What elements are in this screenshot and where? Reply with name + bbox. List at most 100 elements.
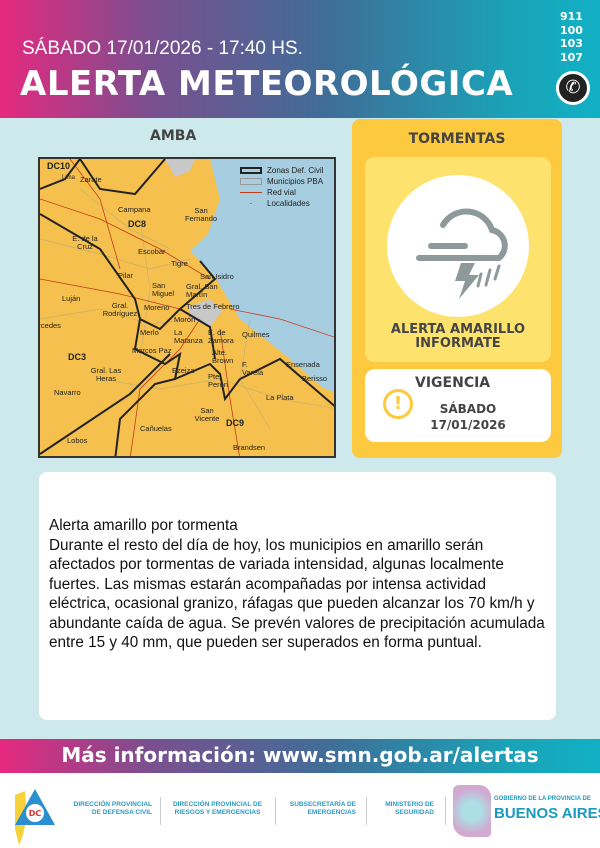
org-line: EMERGENCIAS [307, 809, 356, 816]
divider [160, 797, 161, 825]
place-label: Tres de Febrero [186, 302, 240, 311]
amba-map: Zonas Def. Civil Municipios PBA Red vial… [38, 157, 336, 458]
place-label: Gral. Las Heras [90, 366, 122, 383]
map-shapes [40, 159, 334, 456]
description-body: Durante el resto del día de hoy, los mun… [49, 536, 545, 652]
place-label: La Matanza [174, 328, 203, 345]
alert-description: Alerta amarillo por tormenta Durante el r… [39, 472, 556, 720]
place-label: Brandsen [233, 443, 266, 452]
validity-date: SÁBADO 17/01/2026 [413, 401, 523, 433]
zone-label: DC9 [226, 418, 245, 428]
place-label: Cañuelas [140, 424, 172, 433]
alert-info-label: INFORMATE [415, 336, 501, 351]
phone-number: 100 [560, 23, 583, 37]
map-title: AMBA [150, 128, 197, 144]
description-text: Alerta amarillo por tormenta Durante el r… [49, 516, 549, 653]
map-legend: Zonas Def. Civil Municipios PBA Red vial… [240, 165, 323, 209]
place-label: San Vicente [194, 406, 220, 423]
storm-icon-circle [387, 175, 529, 317]
place-label: San Isidro [200, 272, 234, 281]
defensa-civil-logo: DC [15, 789, 55, 845]
alert-panel: TORMENTAS ALERTA AMARILLO INFORMATE ! VI… [352, 119, 562, 458]
divider [366, 797, 367, 825]
exclamation-icon: ! [383, 389, 413, 419]
legend-item: · Localidades [249, 199, 310, 208]
place-label: F. Varela [242, 360, 264, 377]
place-label: Alte. Brown [212, 348, 234, 365]
org-line: SUBSECRETARÍA DE [289, 801, 356, 808]
alert-level-text: ALERTA AMARILLO INFORMATE [365, 323, 551, 351]
validity-day: SÁBADO [439, 402, 497, 416]
org-riesgos: DIRECCIÓN PROVINCIAL DE RIESGOS Y EMERGEN… [165, 801, 270, 817]
place-label: San Fernando [184, 206, 218, 223]
place-label: Lobos [67, 436, 88, 445]
place-label: Ensenada [286, 360, 320, 369]
divider [275, 797, 276, 825]
place-label: Luján [62, 294, 81, 303]
place-label: Gral. San Martín [186, 282, 218, 299]
divider [445, 797, 446, 825]
header: SÁBADO 17/01/2026 - 17:40 HS. ALERTA MET… [0, 0, 600, 118]
alert-datetime: SÁBADO 17/01/2026 - 17:40 HS. [22, 38, 303, 59]
zone-label: DC8 [128, 219, 147, 229]
place-label: Berisso [302, 374, 328, 383]
org-emergencias: SUBSECRETARÍA DE EMERGENCIAS [280, 801, 356, 817]
place-label: Lima [62, 175, 76, 181]
validity-title: VIGENCIA [415, 375, 491, 391]
place-label: Gral. Rodríguez [102, 301, 138, 318]
place-label: San Miguel [152, 281, 175, 298]
gov-label: GOBIERNO DE LA PROVINCIA DE [494, 796, 591, 802]
gov-name: BUENOS AIRES [494, 805, 600, 822]
phone-number: 911 [560, 10, 583, 23]
footer: DC DIRECCIÓN PROVINCIAL DE DEFENSA CIVIL … [0, 773, 600, 848]
place-label: Quilmes [242, 330, 270, 339]
validity-date-value: 17/01/2026 [430, 418, 506, 432]
org-line: DIRECCIÓN PROVINCIAL [73, 801, 152, 808]
place-label: Navarro [54, 388, 81, 397]
svg-text:DC: DC [29, 809, 42, 818]
gray-area [165, 159, 195, 177]
place-label: E. de la Cruz [72, 234, 98, 251]
hazard-title: TORMENTAS [408, 131, 506, 147]
org-seguridad: MINISTERIO DE SEGURIDAD [372, 801, 434, 817]
emergency-phones: 911 100 103 107 [560, 10, 583, 64]
place-label: Merlo [140, 328, 159, 337]
place-label: Marcos Paz [132, 346, 172, 355]
place-label: Pte. Perón [208, 372, 229, 389]
phone-number: 107 [560, 50, 583, 64]
legend-label: Localidades [267, 199, 310, 208]
place-label: Morón [174, 315, 196, 324]
alert-level-label: ALERTA AMARILLO [390, 322, 526, 337]
org-line: DIRECCIÓN PROVINCIAL DE [172, 801, 263, 808]
place-label: Moreno [144, 303, 170, 312]
legend-label: Municipios PBA [267, 177, 324, 186]
place-label: Escobar [138, 247, 166, 256]
place-label: Pilar [118, 271, 134, 280]
alert-level-card: ALERTA AMARILLO INFORMATE [365, 157, 551, 362]
place-label: Mercedes [38, 321, 61, 330]
legend-item: Red vial [240, 187, 323, 198]
place-label: Ezeiza [172, 366, 195, 375]
legend-label: Red vial [267, 188, 296, 197]
org-line: SEGURIDAD [394, 809, 434, 816]
phone-number: 103 [560, 37, 583, 50]
civil-defense-zone-borders [40, 159, 334, 456]
phone-icon: ✆ [556, 71, 590, 105]
org-defensa-civil: DIRECCIÓN PROVINCIAL DE DEFENSA CIVIL [60, 801, 152, 817]
zone-label: DC10 [47, 161, 71, 171]
road-network [40, 159, 334, 456]
page-title: ALERTA METEOROLÓGICA [20, 64, 514, 104]
storm-cloud-icon [416, 208, 508, 299]
more-info-link[interactable]: Más información: www.smn.gob.ar/alertas [0, 739, 600, 773]
legend-label: Zonas Def. Civil [267, 166, 324, 175]
zone-label: DC3 [68, 352, 87, 362]
place-label: Zarate [80, 175, 102, 184]
description-title: Alerta amarillo por tormenta [49, 517, 238, 534]
org-line: DE DEFENSA CIVIL [91, 809, 152, 816]
legend-item: Zonas Def. Civil [240, 165, 323, 176]
legend-item: Municipios PBA [240, 176, 323, 187]
org-line: MINISTERIO DE [385, 801, 434, 808]
place-label: E. de Zamora [208, 328, 234, 345]
validity-card: ! VIGENCIA SÁBADO 17/01/2026 [365, 369, 551, 442]
org-line: RIESGOS Y EMERGENCIAS [174, 809, 261, 816]
